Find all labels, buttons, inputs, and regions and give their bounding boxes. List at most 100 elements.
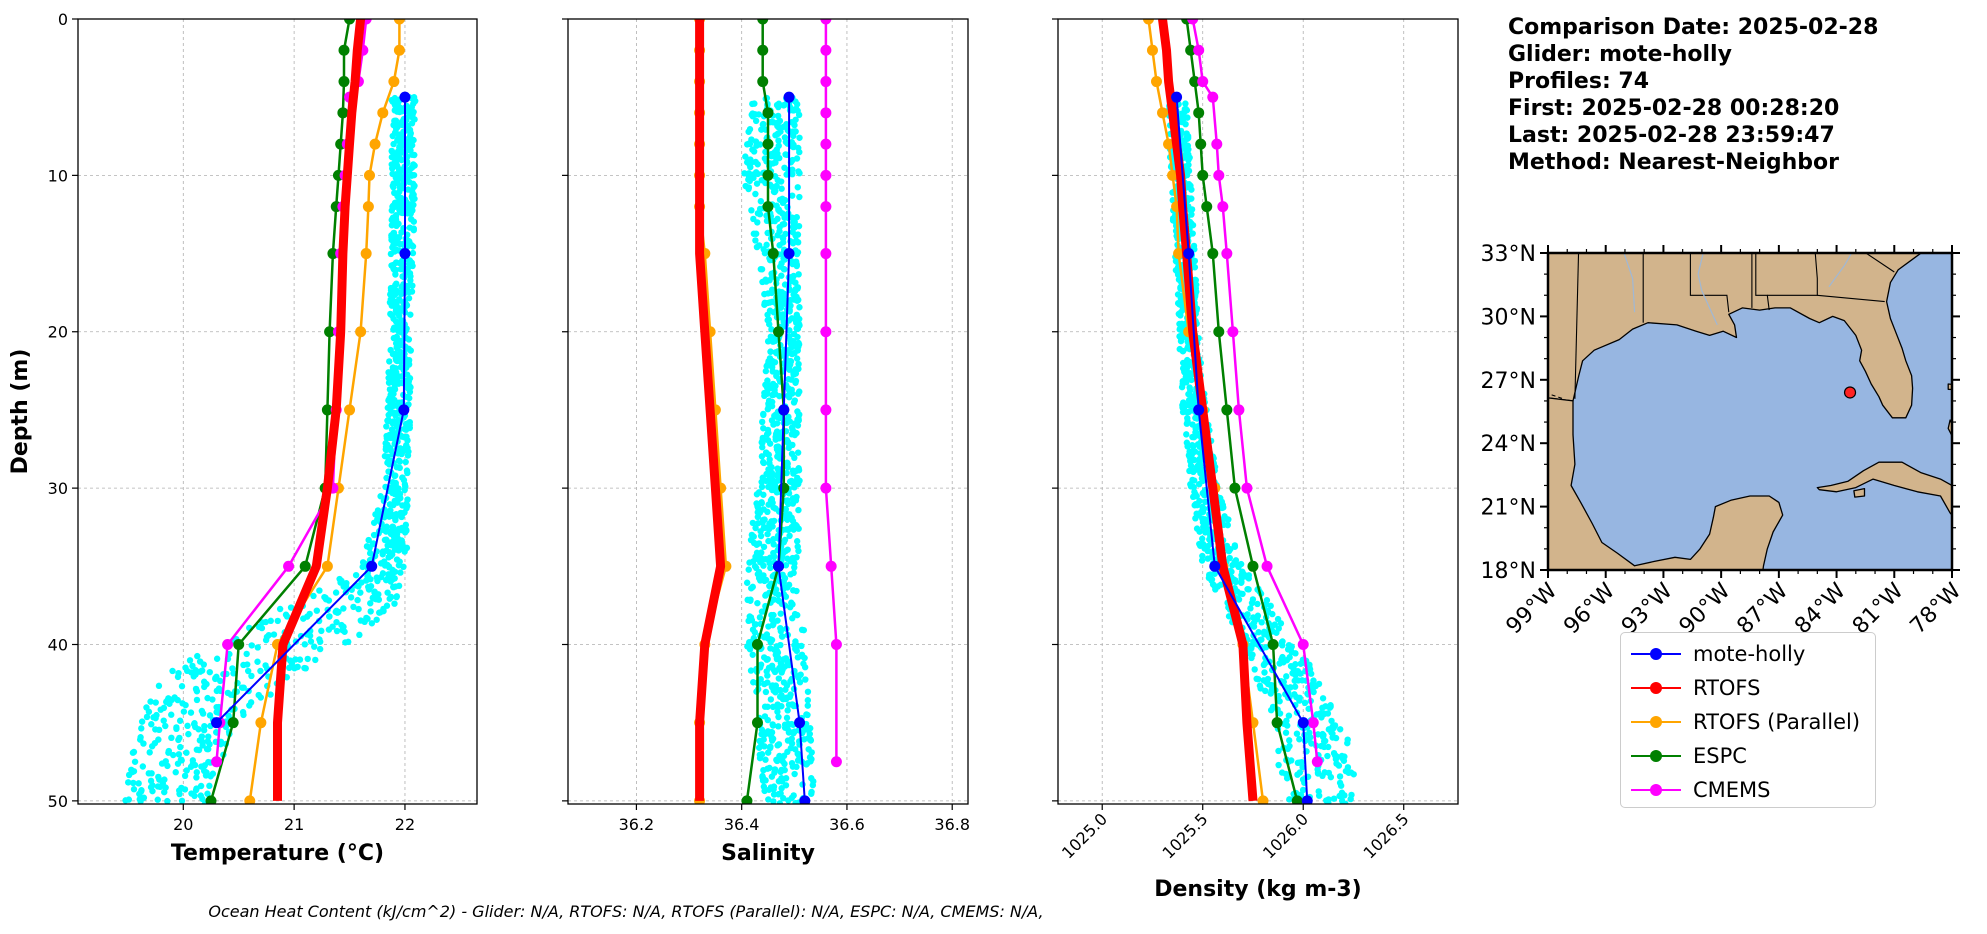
glider-scatter-point	[301, 641, 309, 648]
glider-scatter-point	[1196, 443, 1203, 450]
glider-scatter-point	[404, 452, 412, 459]
glider-scatter-point	[161, 776, 168, 783]
glider-scatter-point	[135, 780, 142, 787]
glider-scatter-point	[1191, 502, 1198, 509]
glider-scatter-point	[164, 797, 171, 804]
glider-scatter-point	[371, 588, 378, 595]
series-point-espc	[205, 795, 217, 804]
glider-scatter-point	[756, 211, 764, 218]
plot-area	[1142, 19, 1357, 804]
glider-scatter-point	[756, 614, 764, 621]
glider-scatter-point	[383, 474, 390, 482]
glider-scatter-point	[785, 659, 792, 666]
glider-scatter-point	[752, 111, 759, 118]
glider-scatter-point	[207, 773, 214, 780]
glider-scatter-point	[158, 760, 166, 767]
glider-scatter-point	[388, 302, 395, 309]
glider-scatter-point	[776, 800, 784, 804]
glider-scatter-point	[406, 388, 414, 396]
glider-scatter-point	[779, 794, 787, 802]
series-point-glider	[783, 248, 795, 260]
glider-scatter-point	[390, 229, 397, 237]
glider-scatter-point	[1344, 764, 1352, 771]
glider-scatter-point	[225, 712, 232, 719]
glider-scatter-point	[140, 794, 148, 801]
series-point-cmems	[1207, 91, 1219, 103]
glider-scatter-point	[1184, 345, 1191, 352]
glider-scatter-point	[183, 749, 190, 756]
glider-scatter-point	[780, 539, 788, 546]
series-point-glider	[366, 560, 378, 572]
glider-scatter-point	[395, 457, 403, 464]
series-point-rtofs-parallel	[377, 107, 389, 119]
glider-scatter-point	[769, 364, 776, 371]
glider-scatter-point	[1285, 737, 1293, 744]
glider-scatter-point	[784, 499, 791, 506]
glider-scatter-point	[783, 682, 791, 689]
glider-scatter-point	[808, 755, 815, 763]
glider-scatter-point	[1245, 572, 1253, 579]
glider-scatter-point	[387, 507, 394, 514]
glider-scatter-point	[395, 399, 403, 406]
glider-scatter-point	[1204, 547, 1211, 555]
series-point-rtofs-parallel	[1142, 19, 1154, 25]
glider-scatter-point	[748, 617, 756, 624]
series-point-rtofs-parallel	[344, 404, 356, 416]
series-point-espc	[1221, 404, 1233, 416]
glider-scatter-point	[795, 296, 802, 304]
series-point-cmems	[820, 248, 832, 260]
glider-scatter-point	[810, 778, 817, 785]
series-point-espc	[1189, 76, 1201, 88]
info-line-profiles: Profiles: 74	[1508, 69, 1650, 94]
glider-scatter-point	[296, 656, 304, 663]
map-lon-label: 84°W	[1790, 578, 1851, 639]
glider-scatter-point	[768, 150, 775, 158]
glider-scatter-point	[1238, 574, 1245, 582]
glider-scatter-point	[206, 782, 213, 790]
glider-scatter-point	[770, 541, 777, 548]
glider-scatter-point	[794, 449, 802, 456]
glider-scatter-point	[781, 266, 788, 273]
series-point-cmems	[1221, 248, 1233, 260]
glider-scatter-point	[775, 778, 783, 785]
glider-scatter-point	[1180, 113, 1188, 121]
glider-scatter-point	[406, 375, 414, 382]
glider-scatter-point	[238, 684, 246, 691]
glider-scatter-point	[762, 592, 769, 599]
glider-scatter-point	[784, 584, 791, 591]
glider-scatter-point	[332, 589, 340, 596]
x-tick-label: 36.2	[619, 815, 655, 834]
glider-scatter-point	[768, 402, 776, 410]
map-frame	[1546, 251, 1954, 572]
glider-scatter-point	[145, 770, 152, 777]
glider-scatter-point	[398, 133, 405, 140]
glider-scatter-point	[774, 472, 781, 479]
glider-scatter-point	[383, 523, 390, 530]
map-state-border	[1689, 253, 1730, 313]
map-lat-label: 21°N	[1481, 496, 1536, 521]
glider-scatter-point	[1319, 733, 1327, 741]
glider-scatter-point	[764, 530, 771, 538]
glider-scatter-point	[803, 711, 810, 718]
glider-scatter-point	[140, 740, 147, 747]
glider-scatter-point	[354, 596, 361, 604]
glider-scatter-point	[1283, 673, 1290, 680]
map-state-border	[1755, 253, 1770, 311]
glider-scatter-point	[396, 490, 404, 498]
glider-scatter-point	[1182, 100, 1189, 107]
glider-scatter-point	[795, 111, 803, 119]
x-tick-label: 1025.5	[1159, 809, 1212, 862]
series-point-rtofs-parallel	[1163, 138, 1175, 150]
glider-scatter-point	[768, 611, 775, 619]
glider-scatter-point	[789, 467, 797, 474]
glider-scatter-point	[193, 774, 200, 781]
glider-scatter-point	[774, 215, 781, 223]
map-lon-label: 99°W	[1502, 578, 1563, 639]
land-mexico	[1548, 397, 1784, 570]
glider-scatter-point	[746, 639, 753, 646]
series-point-cmems	[820, 19, 832, 25]
location-map: 18°N 21°N 24°N 27°N 30°N 33°N 99°W96°W93°W90°W…	[1481, 242, 1967, 639]
glider-scatter-point	[203, 680, 210, 688]
glider-scatter-point	[406, 224, 414, 231]
series-point-glider	[1301, 795, 1313, 804]
